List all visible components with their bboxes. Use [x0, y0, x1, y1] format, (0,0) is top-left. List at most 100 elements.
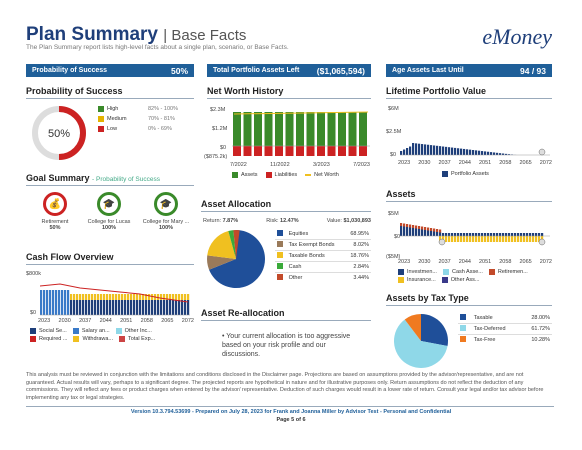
cashflow-bar — [142, 300, 145, 315]
alloc-row-other: Other 3.44% — [275, 273, 371, 284]
lt-legend: Portfolio Assets — [442, 171, 489, 177]
cashflow-bar — [184, 294, 187, 300]
networth-bar — [275, 112, 283, 146]
assets-bar — [439, 236, 442, 242]
assets-bar — [463, 233, 466, 236]
lifetime-bar — [478, 150, 481, 155]
assets-bar — [457, 236, 460, 242]
cashflow-bar — [172, 300, 175, 315]
networth-bar — [327, 112, 336, 146]
networth-bar — [275, 146, 283, 156]
legend-high: High 82% - 100% — [98, 106, 194, 112]
assets-bar — [478, 236, 481, 242]
kpi-age-assets: Age Assets Last Until 94 / 93 — [386, 64, 552, 77]
lifetime-bar — [418, 143, 421, 155]
page-title: Plan Summary | Base Facts — [26, 24, 247, 45]
cashflow-bar — [64, 290, 67, 315]
cashflow-bar — [73, 300, 76, 315]
lt-ytick: $2.5M — [386, 129, 402, 135]
assets-bar — [436, 232, 439, 236]
assets-bar — [445, 236, 448, 242]
assets-bar — [523, 236, 526, 242]
cashflow-chart — [40, 283, 190, 316]
cashflow-bar — [103, 300, 106, 315]
assets-bar — [529, 233, 532, 236]
assets-bar — [403, 226, 406, 236]
cashflow-bar — [121, 300, 124, 315]
assets-title: Assets — [386, 189, 416, 199]
lifetime-bar — [403, 149, 406, 155]
cashflow-bar — [82, 294, 85, 300]
cashflow-bar — [109, 294, 112, 300]
cashflow-bar — [70, 300, 73, 315]
networth-bar — [359, 112, 367, 146]
as-ytick: $0 — [394, 234, 401, 240]
assets-bar — [532, 233, 535, 236]
assets-bar — [487, 233, 490, 236]
goal-retirement[interactable]: 💰 Retirement 50% — [30, 192, 80, 231]
lt-ytick: $6M — [388, 106, 399, 112]
assets-bar — [526, 236, 529, 242]
cashflow-bar — [106, 300, 109, 315]
lt-ytick: $0 — [390, 152, 397, 158]
cashflow-bar — [94, 294, 97, 300]
cashflow-bar — [172, 294, 175, 300]
nw-ytick: $1.2M — [212, 126, 228, 132]
lifetime-title: Lifetime Portfolio Value — [386, 86, 487, 96]
cashflow-bar — [43, 290, 46, 315]
lifetime-bar — [469, 149, 472, 155]
assets-bar — [460, 236, 463, 242]
lifetime-bar — [436, 145, 439, 155]
assets-bar — [430, 231, 433, 236]
lifetime-bar — [442, 146, 445, 155]
assets-bar — [511, 236, 514, 242]
assets-legend: Investmen... Cash Asse... Retiremen... I… — [398, 269, 552, 283]
goal-college-mary[interactable]: 🎓 College for Mary ... 100% — [138, 192, 194, 231]
lifetime-bar — [430, 145, 433, 155]
assets-bar — [454, 236, 457, 242]
assets-bar — [481, 233, 484, 236]
assets-bar — [469, 236, 472, 242]
lifetime-bar — [421, 144, 424, 155]
cashflow-bar — [85, 300, 88, 315]
goal-college-lucas[interactable]: 🎓 College for Lucas 100% — [81, 192, 137, 231]
lifetime-bar — [502, 153, 505, 155]
pie-slice — [404, 314, 421, 341]
assets-bar — [442, 233, 445, 236]
assets-bar — [463, 236, 466, 242]
assets-bar — [523, 233, 526, 236]
pie-slice — [228, 230, 236, 259]
goal-list: 💰 Retirement 50% 🎓 College for Lucas 100… — [30, 192, 194, 231]
networth-bar — [348, 112, 357, 146]
cashflow-bar — [118, 294, 121, 300]
taxtype-pie — [394, 314, 448, 368]
divider — [201, 211, 371, 212]
cashflow-bar — [61, 290, 64, 315]
assets-bar — [472, 236, 475, 242]
networth-bar — [243, 112, 252, 146]
legend-medium: Medium 70% - 81% — [98, 116, 194, 122]
lifetime-bar — [496, 152, 499, 155]
reallocation-message: • Your current allocation is too aggress… — [222, 333, 351, 358]
cashflow-bar — [148, 294, 151, 300]
lifetime-bar — [499, 153, 502, 155]
lifetime-bar — [400, 151, 403, 155]
cashflow-ytop: $800k — [26, 271, 41, 277]
assets-bar — [532, 236, 535, 242]
networth-bar — [233, 146, 241, 156]
cashflow-bar — [157, 294, 160, 300]
networth-bar — [233, 112, 241, 146]
cashflow-bar — [130, 294, 133, 300]
cashflow-bar — [136, 294, 139, 300]
goal-summary-title: Goal Summary - Probability of Success — [26, 173, 160, 183]
cashflow-bar — [127, 294, 130, 300]
assets-bar — [502, 233, 505, 236]
assets-bar — [424, 227, 427, 230]
nw-legend: Assets Liabilities Net Worth — [232, 172, 339, 178]
assets-bar — [514, 233, 517, 236]
lifetime-bar — [487, 151, 490, 155]
assets-bar — [436, 229, 439, 232]
assets-bar — [454, 233, 457, 236]
cashflow-bar — [115, 294, 118, 300]
cashflow-bar — [85, 294, 88, 300]
